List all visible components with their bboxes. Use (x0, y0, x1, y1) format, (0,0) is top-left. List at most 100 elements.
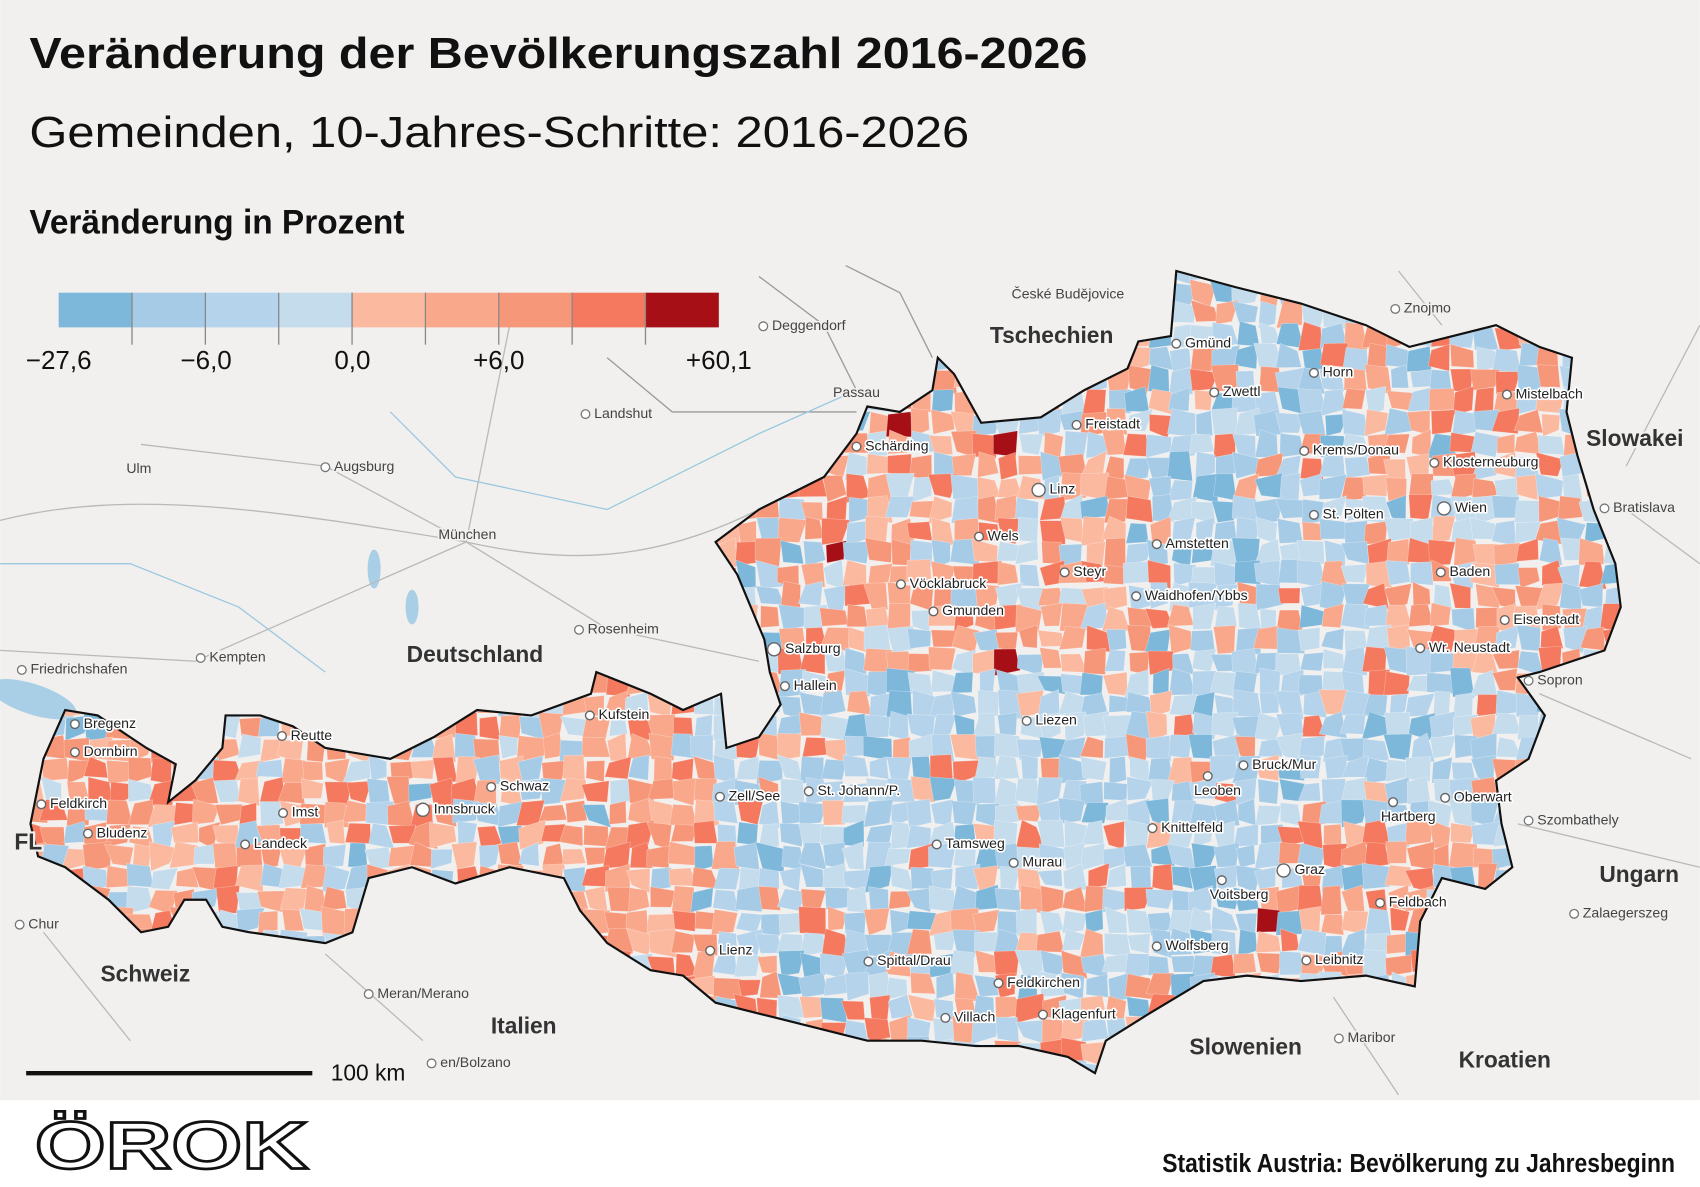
municipality (518, 842, 540, 867)
municipality (1426, 625, 1457, 653)
foreign-city-label: Rosenheim (588, 621, 659, 637)
lake (0, 679, 77, 720)
municipality (1036, 869, 1063, 887)
municipality (887, 429, 908, 455)
municipality (994, 631, 1019, 654)
city-dot (863, 956, 874, 967)
city-label: Zell/See (729, 787, 781, 803)
municipality (1340, 563, 1369, 583)
municipality (1279, 472, 1301, 502)
municipality (950, 581, 980, 611)
municipality (624, 691, 649, 717)
foreign-city-dot (574, 624, 584, 635)
legend-label: −6,0 (180, 345, 231, 375)
foreign-city-dot (16, 664, 27, 675)
municipality (1389, 693, 1409, 719)
municipality (1299, 604, 1325, 629)
municipality (884, 847, 912, 867)
municipality (974, 583, 1000, 611)
city-dot (1008, 857, 1019, 868)
city-label: Schwaz (500, 778, 549, 794)
municipality (1038, 843, 1067, 867)
municipality (1279, 669, 1305, 697)
title: Veränderung der Bevölkerungszahl 2016-20… (29, 30, 1087, 78)
municipality (997, 517, 1020, 545)
municipality (565, 800, 588, 823)
municipality (498, 734, 519, 760)
municipality (498, 714, 522, 739)
municipality (1491, 495, 1520, 519)
municipality (953, 823, 977, 851)
municipality (1085, 973, 1109, 998)
municipality (257, 910, 279, 936)
municipality (1321, 864, 1345, 893)
municipality (927, 473, 958, 499)
municipality (1578, 537, 1605, 566)
municipality (1514, 499, 1544, 524)
municipality (175, 867, 199, 888)
city-dot (278, 807, 289, 819)
municipality (1389, 906, 1410, 932)
city-dot (1131, 591, 1142, 602)
foreign-city-label: Chur (28, 915, 59, 931)
municipality (1540, 625, 1564, 649)
municipality (1493, 562, 1521, 585)
municipality (906, 886, 937, 913)
municipality (150, 867, 179, 890)
municipality (1018, 624, 1038, 649)
foreign-city-label: Kempten (209, 649, 265, 665)
city-label: Linz (1049, 481, 1075, 497)
municipality (1405, 453, 1430, 478)
municipality (827, 905, 848, 931)
country-label: Schweiz (100, 961, 190, 987)
municipality (1039, 647, 1062, 669)
municipality (1452, 385, 1475, 416)
legend: −27,6 −6,0 0,0 +6,0 +60,1 (26, 292, 752, 375)
municipality (365, 800, 395, 826)
municipality (757, 867, 780, 890)
municipality (928, 885, 956, 913)
foreign-city-label: Augsburg (334, 458, 394, 474)
municipality (1145, 735, 1172, 762)
municipality (1364, 604, 1390, 627)
municipality (1190, 629, 1216, 655)
municipality (713, 867, 741, 891)
city-dot (486, 781, 497, 793)
municipality (1171, 516, 1196, 547)
municipality (671, 885, 695, 914)
city-label: Schärding (865, 437, 928, 453)
municipality (1017, 516, 1039, 543)
city-dot (1388, 797, 1399, 808)
municipality (1019, 563, 1041, 588)
municipality (735, 884, 764, 913)
foreign-city-label: České Budějovice (1012, 286, 1125, 302)
municipality (670, 823, 699, 843)
municipality (1385, 477, 1407, 502)
municipality (672, 910, 696, 932)
city-dot (1031, 482, 1046, 498)
municipality (537, 711, 564, 740)
source: Statistik Austria: Bevölkerung zu Jahres… (1162, 1148, 1675, 1178)
foreign-city-dot (320, 462, 331, 473)
foreign-city-dot (1569, 908, 1580, 919)
foreign-city-dot (758, 321, 769, 332)
municipality (653, 755, 673, 783)
municipality (1431, 515, 1456, 545)
municipality (1513, 605, 1542, 630)
foreign-city-dot (580, 409, 591, 420)
municipality (907, 653, 933, 673)
municipality (1361, 862, 1391, 890)
municipality (1319, 518, 1348, 540)
municipality (1080, 516, 1105, 547)
municipality (609, 800, 627, 825)
municipality (1537, 434, 1566, 456)
municipality (906, 559, 932, 585)
municipality (648, 732, 675, 761)
municipality (819, 607, 849, 627)
legend-swatch (498, 292, 573, 328)
municipality (1324, 413, 1350, 437)
municipality (1366, 342, 1390, 372)
municipality (1016, 671, 1045, 696)
city-label: Spittal/Drau (877, 952, 951, 968)
foreign-city-label: Maribor (1348, 1029, 1396, 1045)
